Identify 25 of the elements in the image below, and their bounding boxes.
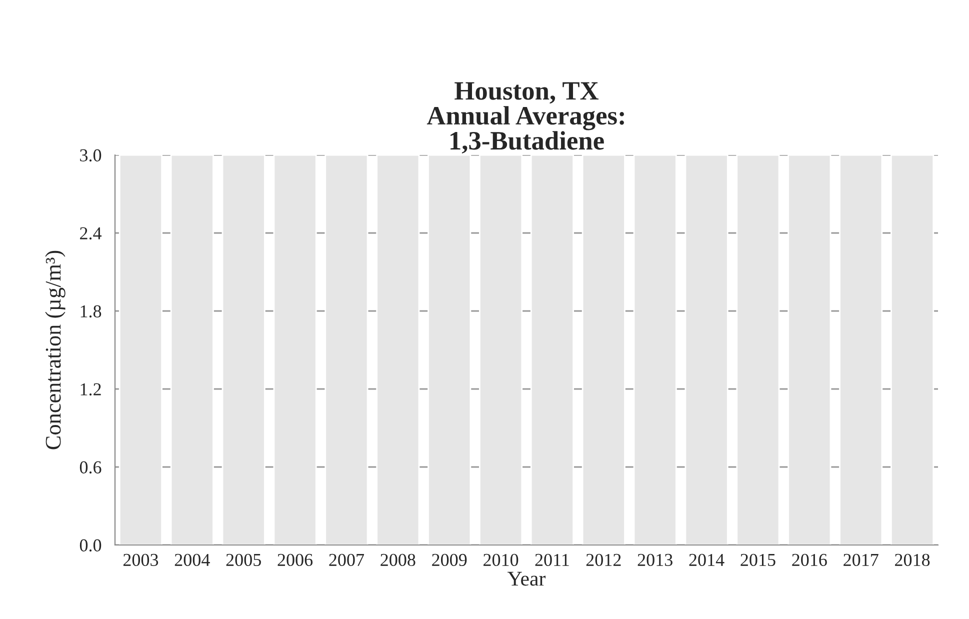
x-tick-label: 2018 xyxy=(895,554,930,566)
x-tick-label: 2007 xyxy=(329,554,364,566)
x-tick-label: 2010 xyxy=(484,554,518,566)
x-tick-label: 2015 xyxy=(740,554,776,566)
y-tick-label: 0.6 xyxy=(80,461,102,474)
y-tick-label: 3.0 xyxy=(80,149,102,162)
x-tick-label: 2004 xyxy=(174,554,210,566)
y-tick-label: 2.4 xyxy=(80,227,102,240)
x-tick-label: 2008 xyxy=(380,554,416,566)
y-axis-title: Concentration (µg/m³) xyxy=(45,250,66,450)
x-tick-label: 2006 xyxy=(278,554,313,566)
y-tick-label: 0.0 xyxy=(80,539,102,552)
x-axis-title: Year xyxy=(508,572,546,586)
x-tick-label: 2009 xyxy=(432,554,467,566)
chart-title: Houston, TX Annual Averages: 1,3-Butadiene xyxy=(426,82,624,154)
x-tick-label: 2003 xyxy=(123,554,158,566)
x-tick-label: 2011 xyxy=(535,554,569,566)
x-tick-label: 2017 xyxy=(844,554,878,566)
x-tick-label: 2012 xyxy=(586,554,621,566)
x-tick-label: 2016 xyxy=(792,554,827,566)
y-tick-label: 1.8 xyxy=(80,305,102,318)
x-tick-label: 2014 xyxy=(689,554,724,566)
y-tick-label: 1.2 xyxy=(80,383,101,396)
x-tick-label: 2005 xyxy=(226,554,261,566)
x-tick-label: 2013 xyxy=(638,554,672,566)
